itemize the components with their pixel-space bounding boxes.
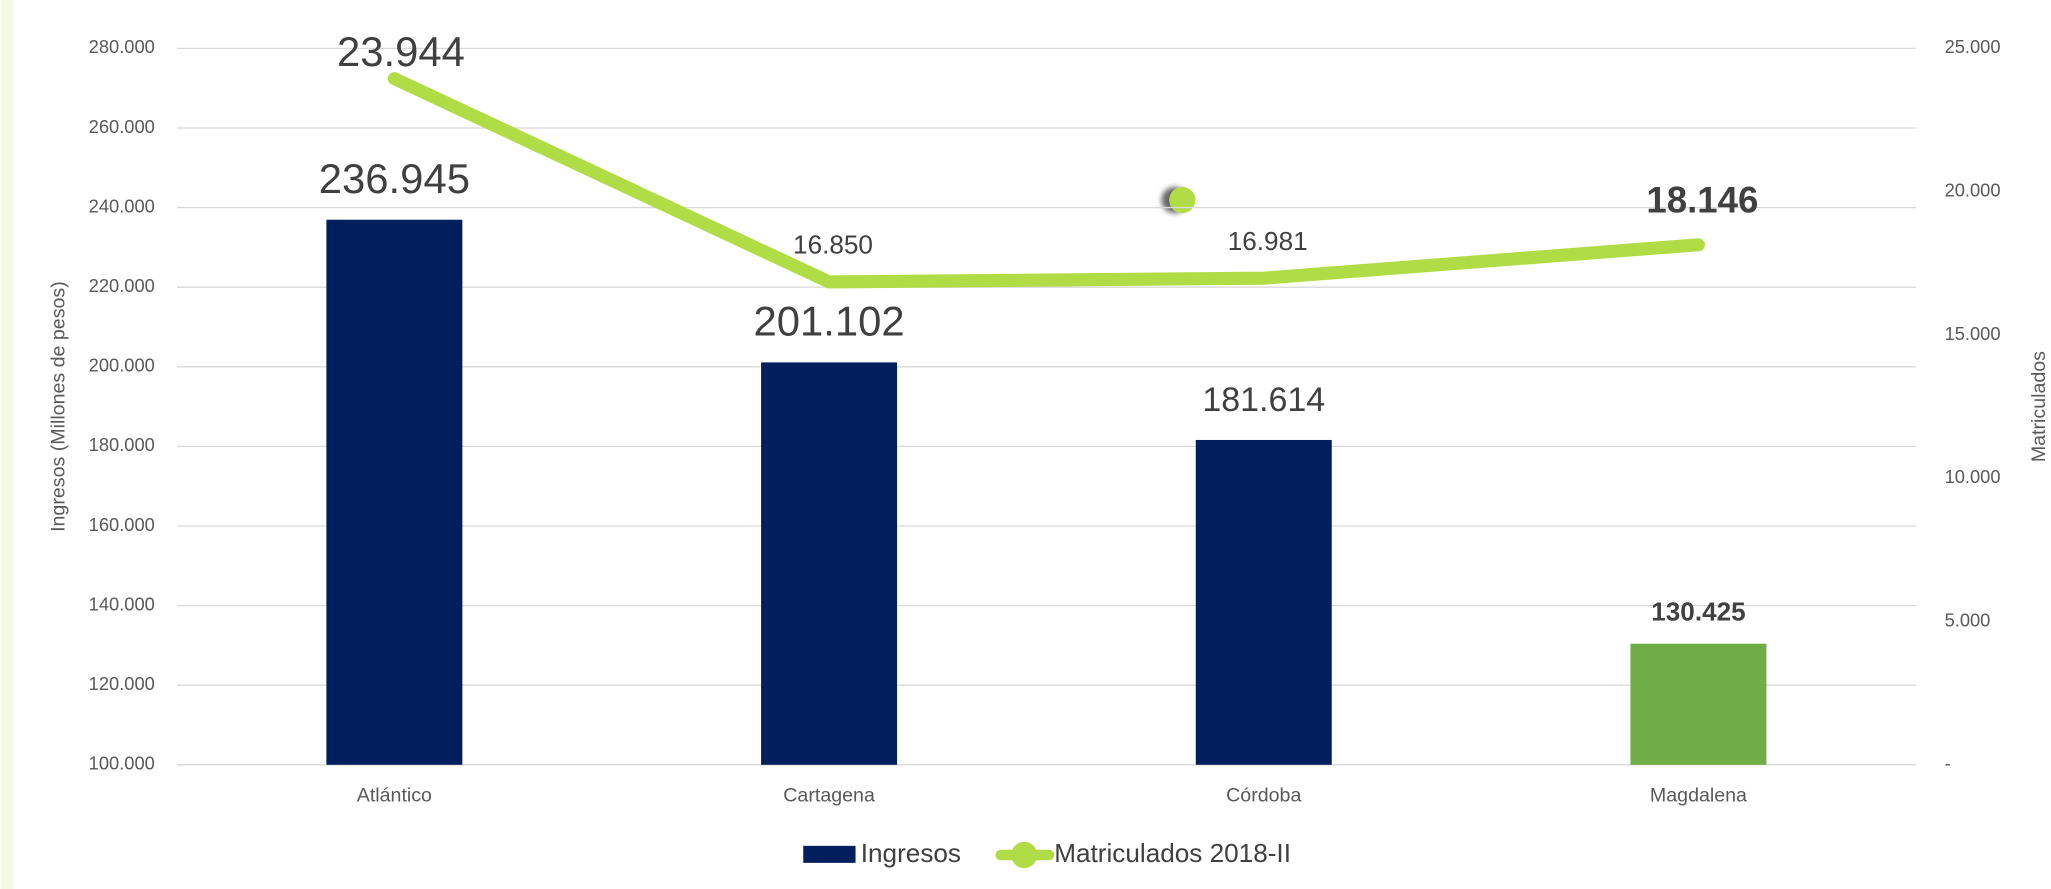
- y-axis-label: Ingresos (Millones de pesos): [48, 281, 70, 532]
- y-tick-label: 140.000: [89, 593, 155, 614]
- x-tick-label: Cartagena: [783, 784, 875, 806]
- y-tick-label: 180.000: [89, 434, 155, 455]
- y-tick-label: 160.000: [89, 514, 155, 535]
- y-tick-label: 120.000: [89, 673, 155, 694]
- side-strip: [0, 0, 14, 889]
- y-tick-label: 280.000: [89, 36, 155, 57]
- y-tick-label: 260.000: [89, 116, 155, 137]
- legend-swatch: [803, 845, 856, 863]
- bar: [761, 362, 898, 765]
- y2-tick-label: 10.000: [1945, 466, 2001, 487]
- bar: [326, 219, 463, 765]
- y2-tick-label: 15.000: [1945, 323, 2001, 344]
- line-value-label: 23.944: [337, 28, 465, 75]
- x-tick-label: Magdalena: [1650, 784, 1747, 806]
- y2-tick-label: 20.000: [1945, 179, 2001, 200]
- x-tick-label: Atlántico: [357, 784, 432, 806]
- line-value-label: 18.146: [1646, 180, 1758, 221]
- y2-tick-label: 25.000: [1945, 36, 2001, 57]
- bar: [1195, 439, 1332, 765]
- x-tick-label: Córdoba: [1226, 784, 1301, 806]
- legend-marker: [1011, 841, 1038, 869]
- bar-value-label: 130.425: [1651, 597, 1745, 627]
- decoration-dot: [1169, 186, 1196, 214]
- bar: [1630, 643, 1767, 765]
- y-tick-label: 220.000: [89, 275, 155, 296]
- legend-label: Ingresos: [861, 838, 961, 868]
- line: [387, 72, 1705, 289]
- y-tick-label: 240.000: [89, 195, 155, 216]
- bar-value-label: 201.102: [753, 298, 904, 345]
- bar-value-label: 236.945: [319, 155, 470, 202]
- y-tick-label: 200.000: [89, 355, 155, 376]
- y2-tick-label: 5.000: [1945, 609, 1991, 630]
- y2-tick-label: -: [1945, 753, 1951, 774]
- bar-value-label: 181.614: [1202, 381, 1325, 419]
- y2-axis-label: Matriculados: [2028, 351, 2050, 462]
- y-tick-label: 100.000: [89, 753, 155, 774]
- legend-label: Matriculados 2018-II: [1054, 838, 1291, 868]
- line-value-label: 16.850: [793, 230, 873, 260]
- line-value-label: 16.981: [1228, 226, 1308, 256]
